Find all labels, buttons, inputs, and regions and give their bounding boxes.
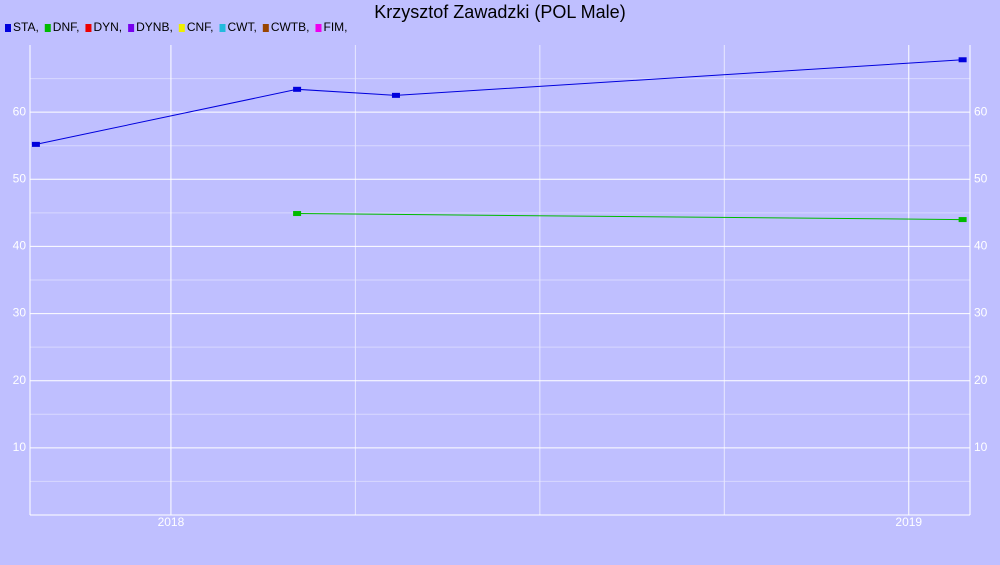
data-point: [293, 211, 302, 217]
y2-tick-label: 60: [974, 104, 988, 118]
legend-label: DYNB,: [136, 20, 173, 34]
y-tick-label: 20: [13, 373, 27, 387]
legend-swatch: [128, 24, 135, 32]
y-tick-label: 30: [13, 306, 27, 320]
legend-label: CWTB,: [271, 20, 310, 34]
y2-tick-label: 40: [974, 239, 988, 253]
legend-swatch: [262, 24, 269, 32]
x-tick-label: 2018: [158, 515, 185, 529]
legend-label: FIM,: [323, 20, 347, 34]
legend-label: STA,: [13, 20, 39, 34]
data-point: [958, 57, 967, 63]
data-point: [293, 86, 302, 92]
y-tick-label: 40: [13, 239, 27, 253]
y-tick-label: 10: [13, 440, 27, 454]
legend-swatch: [44, 24, 51, 32]
legend-swatch: [178, 24, 185, 32]
y-tick-label: 50: [13, 171, 27, 185]
data-point: [391, 92, 400, 98]
legend-label: CNF,: [187, 20, 214, 34]
y2-tick-label: 50: [974, 171, 988, 185]
legend-label: DNF,: [53, 20, 80, 34]
y2-tick-label: 30: [974, 306, 988, 320]
chart-title: Krzysztof Zawadzki (POL Male): [374, 2, 625, 22]
legend-swatch: [85, 24, 92, 32]
legend-swatch: [315, 24, 322, 32]
y-tick-label: 60: [13, 104, 27, 118]
y2-tick-label: 20: [974, 373, 988, 387]
legend-swatch: [5, 24, 11, 32]
x-tick-label: 2019: [895, 515, 922, 529]
data-point: [958, 217, 967, 223]
data-point: [31, 141, 40, 147]
legend-label: CWT,: [227, 20, 256, 34]
series-line: [297, 213, 963, 221]
y2-tick-label: 10: [974, 440, 988, 454]
legend-swatch: [219, 24, 226, 32]
legend-label: DYN,: [93, 20, 122, 34]
series-line: [35, 59, 963, 145]
